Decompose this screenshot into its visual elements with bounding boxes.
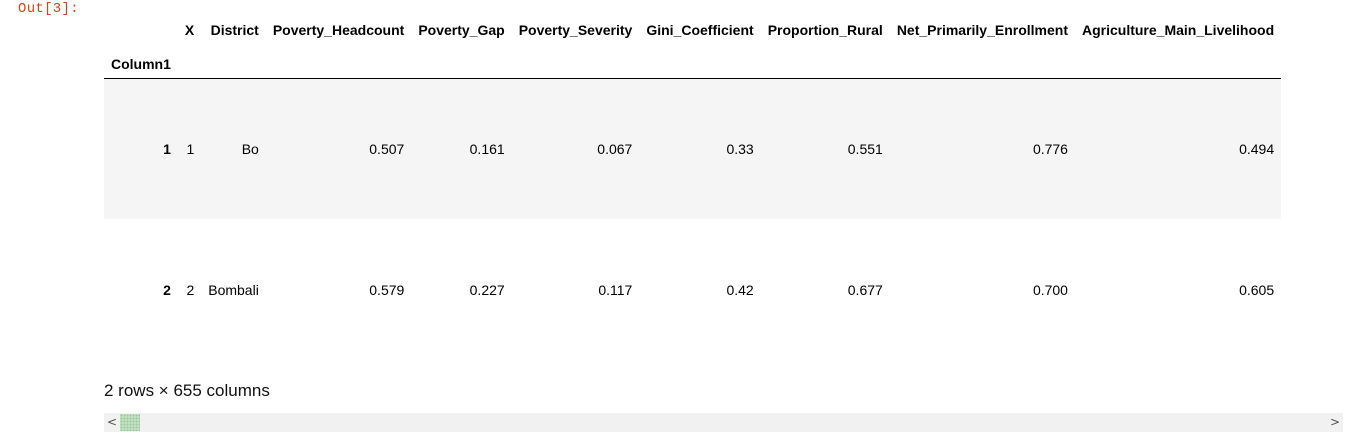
table-cell: 0.161	[469, 140, 505, 157]
column-header: Poverty_Severity	[518, 22, 633, 38]
dataframe-table: X District Poverty_Headcount Poverty_Gap…	[104, 0, 1282, 360]
column-header-row: X District Poverty_Headcount Poverty_Gap…	[104, 0, 1281, 44]
dataframe-viewport[interactable]: X District Poverty_Headcount Poverty_Gap…	[104, 0, 1343, 370]
table-cell: 0.494	[1239, 140, 1275, 157]
table-cell: 0.677	[847, 281, 883, 298]
table-cell: 0.227	[469, 281, 505, 298]
table-cell: 2	[186, 281, 195, 298]
index-header-blank	[104, 0, 178, 44]
table-cell: Bombali	[208, 281, 259, 298]
table-cell: 0.700	[1032, 281, 1068, 298]
horizontal-scrollbar[interactable]: < >	[104, 413, 1343, 432]
table-cell: 0.507	[369, 140, 405, 157]
table-cell: 0.33	[726, 140, 754, 157]
index-name-row: Column1	[104, 44, 1282, 79]
table-row: 1 1 Bo 0.507 0.161 0.067 0.33 0.551 0.77…	[104, 78, 1282, 219]
scroll-right-arrow-icon[interactable]: >	[1329, 415, 1341, 429]
column-header: Poverty_Headcount	[272, 22, 405, 38]
table-cell: 0.776	[1032, 140, 1068, 157]
column-header: District	[210, 22, 259, 38]
scroll-left-arrow-icon[interactable]: <	[106, 415, 118, 429]
scrollbar-thumb[interactable]	[120, 414, 140, 431]
column-header: Gini_Coefficient	[646, 22, 754, 38]
column-header: Poverty_Gap	[418, 22, 505, 38]
table-cell: 0.605	[1239, 281, 1275, 298]
table-cell: 1	[186, 140, 195, 157]
row-index: 1	[163, 140, 171, 157]
table-cell: 0.579	[369, 281, 405, 298]
column-header: Agriculture_Main_Livelihood	[1081, 22, 1275, 38]
column-header: Proportion_Rural	[767, 22, 883, 38]
output-prompt: Out[3]:	[18, 1, 79, 17]
index-name: Column1	[104, 44, 178, 79]
output-area: X District Poverty_Headcount Poverty_Gap…	[104, 0, 1344, 438]
table-cell: 0.551	[847, 140, 883, 157]
table-cell: 0.117	[598, 281, 633, 298]
table-cell: Bo	[241, 140, 259, 157]
table-cell: 0.067	[597, 140, 633, 157]
table-cell: 0.42	[726, 281, 754, 298]
dataframe-shape-summary: 2 rows × 655 columns	[104, 381, 270, 400]
table-row: 2 2 Bombali 0.579 0.227 0.117 0.42 0.677…	[104, 219, 1281, 360]
row-index: 2	[163, 281, 171, 298]
column-header: X	[184, 22, 195, 38]
column-header: Net_Primarily_Enrollment	[896, 22, 1068, 38]
